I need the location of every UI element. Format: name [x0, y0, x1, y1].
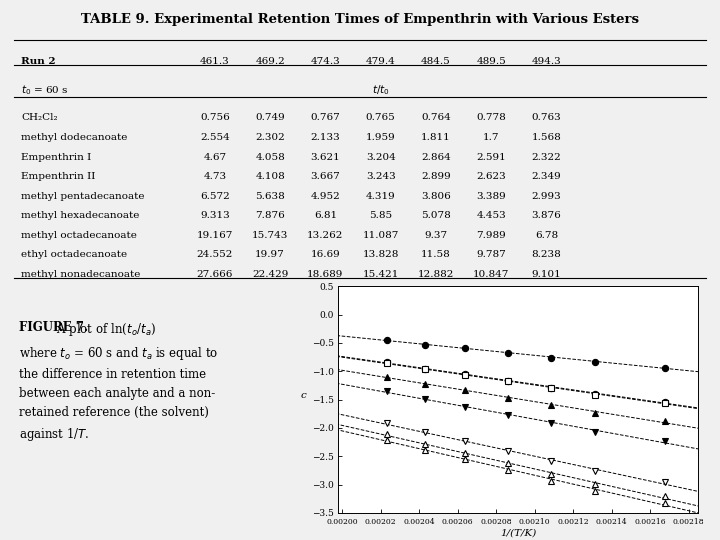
Text: 9.101: 9.101: [532, 270, 562, 279]
Text: Empenthrin I: Empenthrin I: [22, 152, 91, 161]
Text: 469.2: 469.2: [256, 57, 285, 66]
Text: 3.243: 3.243: [366, 172, 395, 181]
Text: 484.5: 484.5: [421, 57, 451, 66]
Text: 1.568: 1.568: [532, 133, 562, 142]
Text: CH₂Cl₂: CH₂Cl₂: [22, 113, 58, 123]
Text: Empenthrin II: Empenthrin II: [22, 172, 96, 181]
Text: 24.552: 24.552: [197, 251, 233, 259]
Text: 6.572: 6.572: [200, 192, 230, 201]
Text: 3.876: 3.876: [532, 211, 562, 220]
Text: 15.421: 15.421: [363, 270, 399, 279]
Text: 1.7: 1.7: [483, 133, 500, 142]
Text: 2.554: 2.554: [200, 133, 230, 142]
Text: $t_0$ = 60 s: $t_0$ = 60 s: [22, 84, 69, 98]
Text: 13.828: 13.828: [363, 251, 399, 259]
Text: FIGURE 7.: FIGURE 7.: [19, 321, 89, 334]
Text: 4.73: 4.73: [203, 172, 226, 181]
Text: 2.133: 2.133: [310, 133, 341, 142]
Text: 9.787: 9.787: [477, 251, 506, 259]
X-axis label: 1/(T/K): 1/(T/K): [500, 529, 536, 538]
Text: methyl nonadecanoate: methyl nonadecanoate: [22, 270, 140, 279]
Text: 2.993: 2.993: [532, 192, 562, 201]
Text: 2.349: 2.349: [532, 172, 562, 181]
Text: 6.78: 6.78: [535, 231, 558, 240]
Text: 9.37: 9.37: [425, 231, 448, 240]
Text: 2.591: 2.591: [477, 152, 506, 161]
Text: methyl pentadecanoate: methyl pentadecanoate: [22, 192, 145, 201]
Text: 18.689: 18.689: [307, 270, 343, 279]
Text: 461.3: 461.3: [200, 57, 230, 66]
Text: 5.85: 5.85: [369, 211, 392, 220]
Text: 3.806: 3.806: [421, 192, 451, 201]
Text: ethyl octadecanoate: ethyl octadecanoate: [22, 251, 127, 259]
Text: 0.749: 0.749: [256, 113, 285, 123]
Text: 1.811: 1.811: [421, 133, 451, 142]
Text: 22.429: 22.429: [252, 270, 288, 279]
Text: 479.4: 479.4: [366, 57, 395, 66]
Text: 2.302: 2.302: [256, 133, 285, 142]
Text: 4.453: 4.453: [477, 211, 506, 220]
Text: 3.389: 3.389: [477, 192, 506, 201]
Y-axis label: c: c: [300, 390, 306, 400]
Text: 494.3: 494.3: [532, 57, 562, 66]
Text: 1.959: 1.959: [366, 133, 395, 142]
Text: 3.621: 3.621: [310, 152, 341, 161]
Text: 7.989: 7.989: [477, 231, 506, 240]
Text: $t/t_0$: $t/t_0$: [372, 84, 390, 98]
Text: 2.623: 2.623: [477, 172, 506, 181]
Text: 5.638: 5.638: [256, 192, 285, 201]
Text: TABLE 9. Experimental Retention Times of Empenthrin with Various Esters: TABLE 9. Experimental Retention Times of…: [81, 14, 639, 26]
Text: 19.167: 19.167: [197, 231, 233, 240]
Text: 10.847: 10.847: [473, 270, 510, 279]
Text: 4.058: 4.058: [256, 152, 285, 161]
Text: 0.756: 0.756: [200, 113, 230, 123]
Text: 16.69: 16.69: [310, 251, 341, 259]
Text: 5.078: 5.078: [421, 211, 451, 220]
Text: 489.5: 489.5: [477, 57, 506, 66]
Text: 9.313: 9.313: [200, 211, 230, 220]
Text: 2.322: 2.322: [532, 152, 562, 161]
Text: 4.108: 4.108: [256, 172, 285, 181]
Text: 0.763: 0.763: [532, 113, 562, 123]
Text: 7.876: 7.876: [256, 211, 285, 220]
Text: 3.204: 3.204: [366, 152, 395, 161]
Text: 2.864: 2.864: [421, 152, 451, 161]
Text: 19.97: 19.97: [256, 251, 285, 259]
Text: 15.743: 15.743: [252, 231, 288, 240]
Text: 2.899: 2.899: [421, 172, 451, 181]
Text: 3.667: 3.667: [310, 172, 341, 181]
Text: 6.81: 6.81: [314, 211, 337, 220]
Text: 8.238: 8.238: [532, 251, 562, 259]
Text: 0.767: 0.767: [310, 113, 341, 123]
Text: 0.778: 0.778: [477, 113, 506, 123]
Text: 11.087: 11.087: [363, 231, 399, 240]
Text: 4.319: 4.319: [366, 192, 395, 201]
Text: methyl hexadecanoate: methyl hexadecanoate: [22, 211, 140, 220]
Text: A plot of ln($t_o$/$t_a$)
where $t_o$ = 60 s and $t_a$ is equal to
the differenc: A plot of ln($t_o$/$t_a$) where $t_o$ = …: [19, 321, 219, 443]
Text: 0.764: 0.764: [421, 113, 451, 123]
Text: 13.262: 13.262: [307, 231, 343, 240]
Text: 11.58: 11.58: [421, 251, 451, 259]
Text: 12.882: 12.882: [418, 270, 454, 279]
Text: 4.67: 4.67: [203, 152, 226, 161]
Text: 27.666: 27.666: [197, 270, 233, 279]
Text: 474.3: 474.3: [310, 57, 341, 66]
Text: methyl octadecanoate: methyl octadecanoate: [22, 231, 138, 240]
Text: 0.765: 0.765: [366, 113, 395, 123]
Text: methyl dodecanoate: methyl dodecanoate: [22, 133, 127, 142]
Text: 4.952: 4.952: [310, 192, 341, 201]
Text: Run 2: Run 2: [22, 57, 56, 66]
